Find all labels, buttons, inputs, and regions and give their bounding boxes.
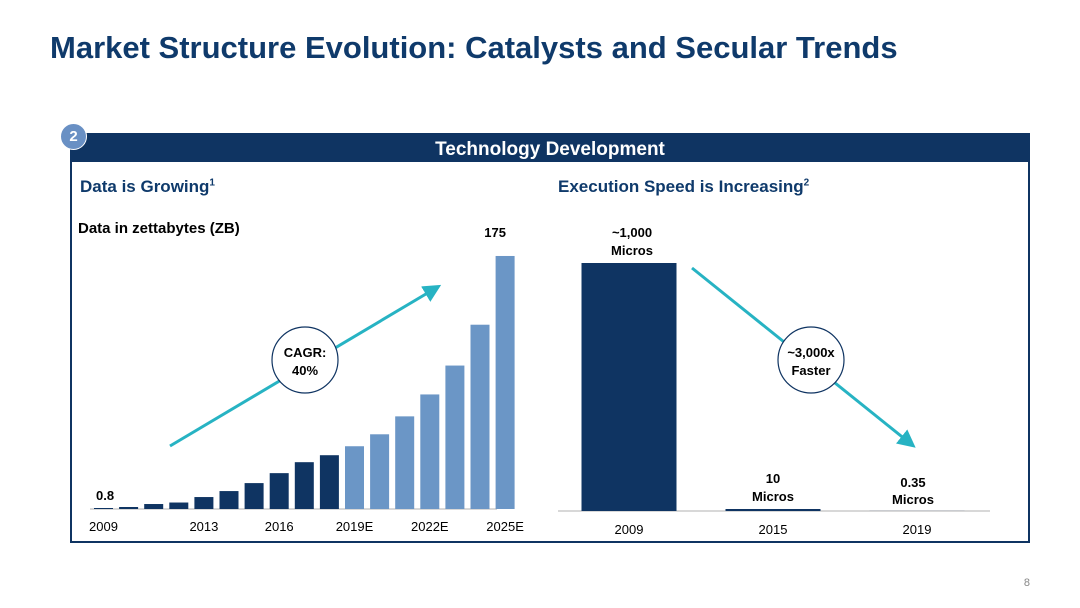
data-bar-2025E <box>495 255 515 509</box>
data-bar-2010 <box>119 507 139 509</box>
cagr-label: CAGR: <box>284 345 327 360</box>
data-bar-2021E <box>395 416 415 509</box>
unit-label: Data in zettabytes (ZB) <box>78 220 240 237</box>
slide-title: Market Structure Evolution: Catalysts an… <box>50 30 898 65</box>
left-tick-label: 2019E <box>336 519 374 534</box>
data-bar-2019E <box>345 446 364 509</box>
speedup-value: ~3,000x <box>787 345 835 360</box>
speed-unit-label: Micros <box>892 492 934 507</box>
left-tick-label: 2013 <box>189 519 218 534</box>
data-label-last: 175 <box>484 225 506 240</box>
left-tick-label: 2009 <box>89 519 118 534</box>
right-tick-label: 2015 <box>759 522 788 537</box>
left-tick-label: 2025E <box>486 519 524 534</box>
technology-panel: Technology Development <box>70 133 1030 543</box>
data-bar-2022E <box>420 394 440 509</box>
speed-value-label: 0.35 <box>900 475 925 490</box>
execution-speed-chart: 2009 2015 2019 ~1,000 Micros 10 Micros 0.35 Micr… <box>558 225 990 537</box>
data-bar-2018 <box>319 455 339 509</box>
cagr-value: 40% <box>292 363 318 378</box>
speed-value-label: 10 <box>766 471 780 486</box>
data-bar-2024E <box>470 324 490 509</box>
data-label-first: 0.8 <box>96 488 114 503</box>
speed-unit-label: Micros <box>752 489 794 504</box>
data-bar-2014 <box>219 491 239 509</box>
speed-bar-2015 <box>725 509 821 511</box>
cagr-callout: CAGR: 40% <box>271 326 339 394</box>
data-bar-2016 <box>269 473 289 509</box>
speedup-callout: ~3,000x Faster <box>777 326 845 394</box>
data-bar-2009 <box>94 508 113 509</box>
section-badge: 2 <box>60 123 87 150</box>
left-tick-label: 2022E <box>411 519 449 534</box>
data-bar-2023E <box>445 365 465 509</box>
data-bar-2013 <box>194 497 214 509</box>
speed-value-label: ~1,000 <box>612 225 652 240</box>
panel-header: Technology Development <box>72 135 1028 162</box>
right-subtitle: Execution Speed is Increasing2 <box>558 177 810 196</box>
right-tick-label: 2019 <box>903 522 932 537</box>
speed-unit-label: Micros <box>611 243 653 258</box>
data-bar-2020E <box>370 434 390 509</box>
right-tick-label: 2009 <box>615 522 644 537</box>
data-growth-chart: 2009 2013 2016 2019E 2022E 2025E 0.8 175 <box>89 225 524 534</box>
data-bar-2017 <box>294 462 314 509</box>
left-subtitle: Data is Growing1 <box>80 177 215 196</box>
speed-bar-2009 <box>581 263 677 511</box>
speedup-label: Faster <box>791 363 830 378</box>
data-bar-2011 <box>144 504 164 509</box>
data-bar-2015 <box>244 483 264 509</box>
left-tick-label: 2016 <box>265 519 294 534</box>
page-number: 8 <box>1023 577 1030 589</box>
data-bar-2012 <box>169 502 189 509</box>
